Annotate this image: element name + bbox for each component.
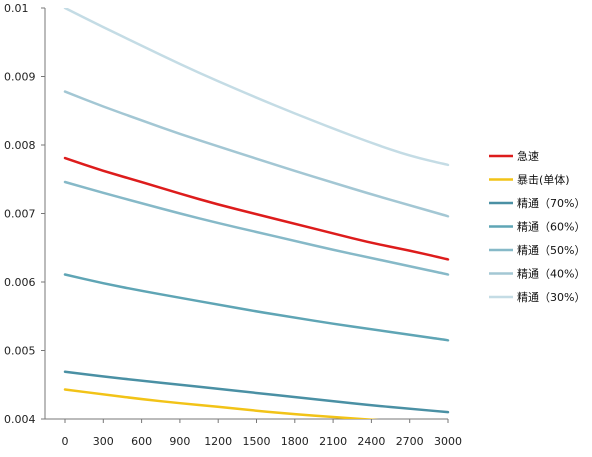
legend-label: 精通（60%）	[517, 221, 585, 234]
y-tick-label: 0.004	[4, 413, 36, 426]
x-tick-label: 2700	[396, 435, 424, 448]
series-line-4	[63, 273, 450, 342]
x-tick-label: 1200	[204, 435, 232, 448]
axes	[44, 8, 448, 420]
legend-label: 暴击(单体)	[517, 173, 570, 187]
y-tick-label: 0.007	[4, 208, 36, 221]
x-axis-ticks: 0 300 600 900 1200 1500 1800 2100 2400 2700 3000	[62, 419, 462, 448]
x-tick-label: 900	[169, 435, 190, 448]
x-tick-label: 3000	[434, 435, 462, 448]
x-tick-label: 2400	[357, 435, 385, 448]
legend-label: 精通（30%）	[517, 291, 585, 304]
y-axis-ticks: 0.004 0.005 0.006 0.007 0.008 0.009 0.01	[4, 2, 45, 426]
series-line-7	[63, 8, 450, 167]
x-tick-label: 0	[62, 435, 69, 448]
legend-label: 精通（70%）	[517, 197, 585, 210]
legend-label: 精通（50%）	[517, 244, 585, 257]
series-line-1	[63, 156, 450, 261]
series-line-2	[63, 388, 380, 419]
y-tick-label: 0.009	[4, 71, 36, 84]
y-tick-label: 0.008	[4, 139, 36, 152]
legend-label: 精通（40%）	[517, 268, 585, 281]
series-line-3	[63, 370, 450, 414]
y-tick-label: 0.006	[4, 276, 36, 289]
x-tick-label: 2100	[319, 435, 347, 448]
plot-area	[63, 8, 450, 419]
x-tick-label: 1500	[243, 435, 271, 448]
series-line-6	[63, 90, 450, 218]
series-line-5	[63, 180, 450, 276]
y-tick-label: 0.005	[4, 345, 36, 358]
legend-label: 急速	[517, 149, 539, 163]
x-tick-label: 600	[131, 435, 152, 448]
y-tick-label: 0.01	[4, 2, 29, 15]
x-tick-label: 300	[93, 435, 114, 448]
x-tick-label: 1800	[281, 435, 309, 448]
